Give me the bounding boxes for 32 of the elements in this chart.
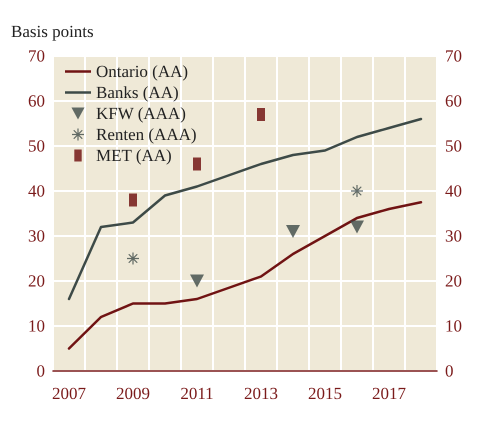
y2-tick-label: 70 [445,46,462,66]
x-tick-label: 2013 [244,384,278,403]
y2-tick-label: 0 [445,362,454,380]
y2-tick-label: 10 [445,316,462,336]
y-tick-label: 70 [28,46,45,66]
y2-tick-label: 40 [445,182,462,200]
y-axis-title: Basis points [11,22,94,41]
legend-label: Renten (AAA) [96,125,197,144]
x-tick-label: 2011 [180,384,214,403]
y-tick-label: 10 [28,316,45,336]
y-tick-label: 50 [28,136,45,156]
y2-tick-label: 50 [445,136,462,156]
line-series [68,201,422,350]
point [350,220,364,234]
x-tick-label: 2017 [372,384,406,403]
y2-tick-label: 60 [445,92,462,110]
x-tick-label: 2007 [52,384,86,403]
y2-tick-label: 30 [445,226,462,246]
legend-label: Banks (AA) [96,83,179,102]
legend-label: Ontario (AA) [96,62,188,81]
y-tick-label: 30 [28,226,45,246]
y-tick-label: 20 [28,272,45,290]
y-tick-label: 40 [28,182,45,200]
x-tick-label: 2015 [308,384,342,403]
y2-tick-label: 20 [445,272,462,290]
legend-label: KFW (AAA) [96,104,186,123]
y-tick-label: 0 [36,362,45,380]
point [286,225,300,238]
legend-label: MET (AA) [96,146,172,165]
x-tick-label: 2009 [116,384,150,403]
point [190,274,204,288]
y-tick-label: 60 [28,92,45,110]
